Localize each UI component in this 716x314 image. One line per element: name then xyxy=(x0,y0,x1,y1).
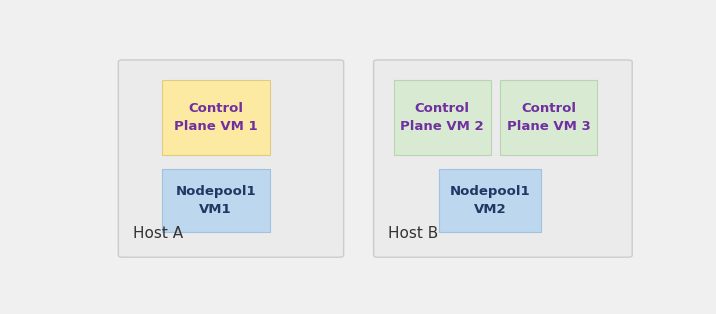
Text: Nodepool1
VM1: Nodepool1 VM1 xyxy=(175,185,256,216)
FancyBboxPatch shape xyxy=(118,60,344,257)
FancyBboxPatch shape xyxy=(438,170,541,232)
FancyBboxPatch shape xyxy=(162,80,270,155)
FancyBboxPatch shape xyxy=(162,170,270,232)
Text: Control
Plane VM 2: Control Plane VM 2 xyxy=(400,102,484,133)
Text: Host B: Host B xyxy=(388,226,438,241)
FancyBboxPatch shape xyxy=(374,60,632,257)
FancyBboxPatch shape xyxy=(394,80,490,155)
Text: Control
Plane VM 3: Control Plane VM 3 xyxy=(507,102,591,133)
Text: Host A: Host A xyxy=(132,226,183,241)
Text: Control
Plane VM 1: Control Plane VM 1 xyxy=(174,102,258,133)
FancyBboxPatch shape xyxy=(500,80,597,155)
Text: Nodepool1
VM2: Nodepool1 VM2 xyxy=(450,185,530,216)
